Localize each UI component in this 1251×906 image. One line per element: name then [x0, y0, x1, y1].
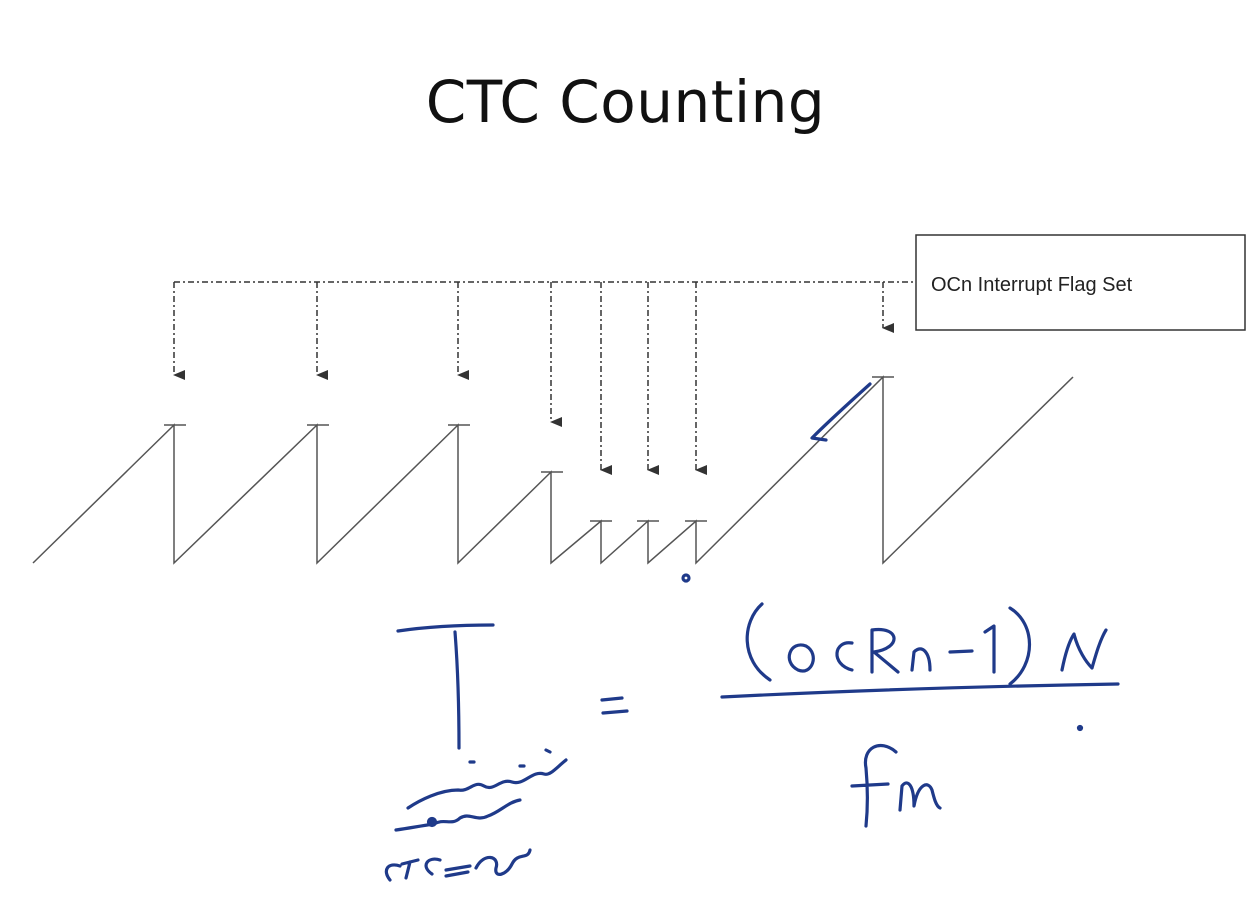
- ink-persian-note-marks: [468, 748, 552, 768]
- ink-equals-sign: [600, 696, 629, 715]
- ink-letter-m: [898, 781, 942, 812]
- ink-bullet-dot: [426, 816, 438, 828]
- counter-sawtooth-waveform: [32, 375, 1074, 565]
- ink-letter-N: [1060, 628, 1108, 672]
- ink-digit-1: [983, 624, 996, 674]
- ink-persian-note-line-2: [394, 798, 522, 832]
- ink-open-paren: [745, 602, 772, 682]
- interrupt-flag-box: OCn Interrupt Flag Set: [915, 234, 1246, 331]
- ink-letter-f: [850, 744, 898, 828]
- compare-level-markers: [164, 376, 894, 522]
- ramp-highlight-stroke: [810, 382, 872, 442]
- ink-dot-right: [1076, 724, 1084, 732]
- slide-title: CTC Counting: [425, 68, 826, 136]
- ink-letter-R: [870, 627, 900, 674]
- ink-letter-C: [835, 641, 854, 672]
- ink-persian-note-line-1: [406, 758, 568, 810]
- flag-arrows: [173, 282, 894, 475]
- ink-dot: [681, 573, 691, 583]
- ink-minus: [948, 649, 974, 654]
- handwritten-annotations: [384, 382, 1120, 882]
- ink-symbol-T: [396, 623, 495, 750]
- ink-letter-O: [787, 643, 815, 673]
- ink-fraction-bar: [720, 682, 1120, 699]
- ink-subscript-n: [910, 647, 932, 672]
- ink-close-paren: [1008, 606, 1031, 686]
- interrupt-flag-label: OCn Interrupt Flag Set: [931, 274, 1133, 296]
- ink-ctc-note: [384, 848, 532, 882]
